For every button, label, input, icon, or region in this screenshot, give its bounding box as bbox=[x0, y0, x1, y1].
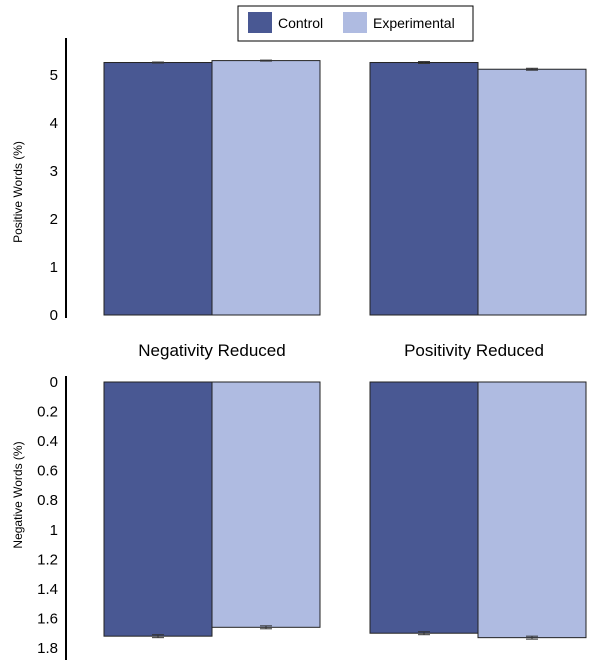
bottom-y-tick-label: 1.2 bbox=[37, 551, 58, 568]
bottom-y-tick-label: 0.2 bbox=[37, 404, 58, 421]
bottom-y-tick-label: 1 bbox=[50, 522, 58, 539]
top-bar-experimental bbox=[477, 68, 587, 316]
top-bar-control bbox=[103, 62, 213, 316]
bottom-error-bar bbox=[152, 634, 164, 639]
bottom-error-bar bbox=[418, 631, 430, 636]
top-error-bar bbox=[418, 61, 430, 64]
bottom-y-tick-label: 1.8 bbox=[37, 640, 58, 657]
top-y-tick-label: 3 bbox=[50, 163, 58, 180]
legend-swatch-control bbox=[248, 12, 272, 33]
top-y-tick-label: 5 bbox=[50, 67, 58, 84]
panel-bottom: Negative Words (%) 0 0.2 0.4 0.6 0.8 1 1.2 1.4 1… bbox=[11, 374, 587, 660]
bottom-y-tick-label: 0.8 bbox=[37, 492, 58, 509]
bottom-y-ticks: 0 0.2 0.4 0.6 0.8 1 1.2 1.4 1.6 1.8 bbox=[37, 374, 58, 657]
top-y-ticks: 0 1 2 3 4 5 bbox=[50, 67, 58, 324]
top-y-tick-label: 0 bbox=[50, 307, 58, 324]
bottom-y-axis-label: Negative Words (%) bbox=[11, 441, 25, 548]
top-y-tick-label: 4 bbox=[50, 115, 58, 132]
top-error-bar bbox=[152, 61, 164, 64]
bottom-bar-experimental bbox=[211, 381, 321, 628]
top-y-tick-label: 1 bbox=[50, 259, 58, 276]
top-bar-experimental bbox=[211, 60, 321, 316]
legend-label-experimental: Experimental bbox=[373, 15, 455, 31]
bottom-error-bar bbox=[260, 625, 272, 630]
group-label-negativity-reduced: Negativity Reduced bbox=[138, 341, 285, 360]
bottom-bars bbox=[103, 381, 587, 640]
legend-swatch-experimental bbox=[343, 12, 367, 33]
bottom-y-tick-label: 0 bbox=[50, 374, 58, 391]
bottom-y-tick-label: 1.6 bbox=[37, 610, 58, 627]
bottom-y-tick-label: 1.4 bbox=[37, 581, 58, 598]
top-error-bar bbox=[526, 67, 538, 71]
top-error-bar bbox=[260, 59, 272, 62]
panel-top: Positive Words (%) 0 1 2 3 4 5 bbox=[11, 38, 587, 324]
bottom-bar-control bbox=[369, 381, 479, 634]
group-label-positivity-reduced: Positivity Reduced bbox=[404, 341, 544, 360]
bottom-y-tick-label: 0.6 bbox=[37, 463, 58, 480]
bottom-bar-control bbox=[103, 381, 213, 637]
bottom-bar-experimental bbox=[477, 381, 587, 639]
top-y-axis-label: Positive Words (%) bbox=[11, 141, 25, 243]
top-bars bbox=[103, 59, 587, 316]
legend-label-control: Control bbox=[278, 15, 323, 31]
top-y-tick-label: 2 bbox=[50, 211, 58, 228]
bottom-error-bar bbox=[526, 635, 538, 640]
bottom-y-tick-label: 0.4 bbox=[37, 433, 58, 450]
legend: Control Experimental bbox=[237, 5, 474, 42]
top-bar-control bbox=[369, 62, 479, 316]
